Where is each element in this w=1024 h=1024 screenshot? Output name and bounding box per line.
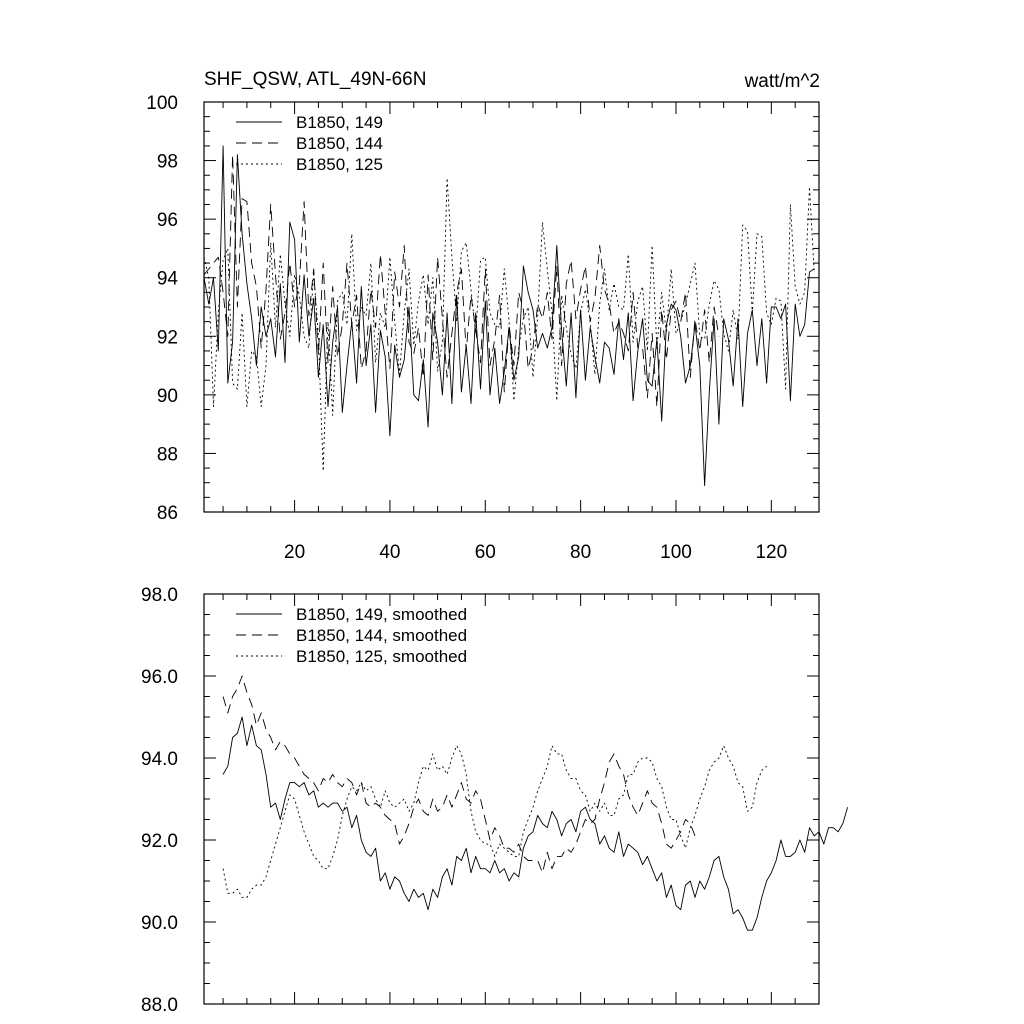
x-tick-label: 80 bbox=[570, 542, 591, 563]
y-tick-label: 96.0 bbox=[141, 667, 178, 688]
legend-label: B1850, 144, smoothed bbox=[296, 626, 467, 645]
bottom-panel: 88.0 90.0 92.0 94.0 96.0 98.0 B1850, 149, smo… bbox=[141, 585, 849, 1016]
series-line-solid bbox=[203, 145, 815, 487]
series-line-dashed bbox=[222, 675, 696, 874]
top-ticks: 86 88 90 92 94 96 98 100 20 40 60 80 100 120 bbox=[146, 93, 820, 563]
x-tick-label: 100 bbox=[660, 542, 692, 563]
y-tick-label: 88.0 bbox=[141, 995, 178, 1016]
chart-title: SHF_QSW, ATL_49N-66N bbox=[204, 69, 426, 90]
legend-label: B1850, 125, smoothed bbox=[296, 647, 467, 666]
x-tick-label: 120 bbox=[755, 542, 787, 563]
y-tick-label: 86 bbox=[157, 503, 178, 524]
bottom-series bbox=[222, 675, 849, 931]
series-line-dotted bbox=[203, 177, 815, 472]
legend-label: B1850, 149, smoothed bbox=[296, 605, 467, 624]
y-tick-label: 98 bbox=[157, 152, 178, 173]
x-tick-label: 20 bbox=[284, 542, 305, 563]
x-tick-label: 60 bbox=[475, 542, 496, 563]
bottom-ticks: 88.0 90.0 92.0 94.0 96.0 98.0 bbox=[141, 585, 820, 1016]
legend-label: B1850, 149 bbox=[296, 113, 383, 132]
y-tick-label: 94.0 bbox=[141, 749, 178, 770]
units-label: watt/m^2 bbox=[744, 71, 820, 92]
y-tick-label: 92 bbox=[157, 327, 178, 348]
y-tick-label: 98.0 bbox=[141, 585, 178, 606]
bottom-plot-frame bbox=[203, 593, 820, 1005]
top-panel: SHF_QSW, ATL_49N-66N watt/m^2 86 88 90 92 94… bbox=[146, 69, 820, 563]
y-tick-label: 94 bbox=[157, 269, 179, 290]
y-tick-label: 92.0 bbox=[141, 831, 178, 852]
x-tick-label: 40 bbox=[379, 542, 400, 563]
top-legend: B1850, 149 B1850, 144 B1850, 125 bbox=[236, 113, 383, 174]
y-tick-label: 90 bbox=[157, 386, 178, 407]
y-tick-label: 100 bbox=[146, 93, 178, 114]
top-plot-frame bbox=[203, 101, 820, 513]
top-series bbox=[203, 145, 815, 487]
legend-label: B1850, 144 bbox=[296, 134, 383, 153]
y-tick-label: 96 bbox=[157, 210, 178, 231]
series-line-dashed bbox=[203, 154, 720, 408]
y-tick-label: 90.0 bbox=[141, 913, 178, 934]
bottom-legend: B1850, 149, smoothed B1850, 144, smoothed… bbox=[236, 605, 467, 666]
series-line-dotted bbox=[222, 745, 767, 898]
y-tick-label: 88 bbox=[157, 444, 178, 465]
series-line-solid bbox=[222, 716, 849, 931]
legend-label: B1850, 125 bbox=[296, 155, 383, 174]
